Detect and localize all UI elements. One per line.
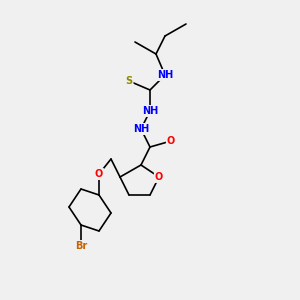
Text: NH: NH [133,124,149,134]
Text: O: O [167,136,175,146]
Text: O: O [155,172,163,182]
Text: Br: Br [75,241,87,251]
Text: S: S [125,76,133,86]
Text: NH: NH [142,106,158,116]
Text: NH: NH [157,70,173,80]
Text: O: O [95,169,103,179]
